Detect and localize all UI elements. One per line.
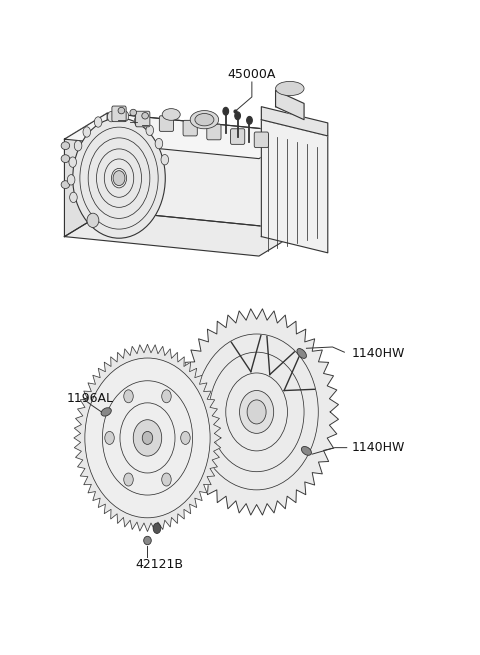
Ellipse shape: [301, 447, 312, 455]
Ellipse shape: [142, 432, 153, 444]
Circle shape: [124, 390, 133, 403]
Circle shape: [155, 138, 163, 149]
Circle shape: [134, 116, 142, 126]
Ellipse shape: [101, 407, 111, 416]
Ellipse shape: [297, 348, 306, 358]
Ellipse shape: [118, 107, 125, 114]
Circle shape: [74, 141, 82, 151]
Circle shape: [121, 111, 129, 121]
Circle shape: [108, 111, 115, 122]
Circle shape: [124, 473, 133, 486]
FancyBboxPatch shape: [159, 116, 174, 132]
Circle shape: [69, 157, 76, 167]
Circle shape: [247, 117, 252, 124]
Ellipse shape: [61, 141, 70, 149]
Ellipse shape: [190, 111, 219, 129]
Circle shape: [162, 390, 171, 403]
Ellipse shape: [133, 420, 162, 456]
Ellipse shape: [247, 400, 266, 424]
Polygon shape: [276, 90, 304, 120]
Ellipse shape: [87, 213, 99, 227]
Circle shape: [95, 117, 102, 127]
Polygon shape: [64, 211, 301, 256]
FancyBboxPatch shape: [230, 129, 245, 144]
FancyBboxPatch shape: [136, 111, 150, 127]
Circle shape: [105, 432, 114, 444]
Polygon shape: [64, 113, 107, 236]
Circle shape: [83, 127, 91, 137]
Polygon shape: [261, 120, 328, 253]
Circle shape: [162, 473, 171, 486]
Polygon shape: [261, 107, 328, 136]
Ellipse shape: [102, 381, 192, 495]
Polygon shape: [175, 309, 338, 515]
Text: 1140HW: 1140HW: [351, 441, 405, 454]
Circle shape: [235, 112, 240, 120]
FancyBboxPatch shape: [112, 106, 126, 122]
Circle shape: [223, 107, 228, 115]
Ellipse shape: [85, 358, 210, 518]
Ellipse shape: [113, 171, 125, 185]
Ellipse shape: [195, 113, 214, 126]
Ellipse shape: [61, 155, 70, 162]
Circle shape: [180, 432, 190, 444]
Text: 42121B: 42121B: [135, 558, 183, 571]
Ellipse shape: [61, 181, 70, 189]
Ellipse shape: [162, 109, 180, 121]
Ellipse shape: [130, 109, 137, 116]
Circle shape: [153, 523, 161, 533]
Text: 1196AL: 1196AL: [67, 392, 114, 405]
Circle shape: [146, 125, 154, 136]
Ellipse shape: [120, 403, 175, 473]
Polygon shape: [64, 113, 301, 159]
FancyBboxPatch shape: [254, 132, 268, 147]
Text: 45000A: 45000A: [228, 67, 276, 81]
FancyBboxPatch shape: [207, 124, 221, 140]
FancyBboxPatch shape: [183, 121, 197, 136]
Ellipse shape: [276, 81, 304, 96]
Polygon shape: [74, 345, 221, 531]
Ellipse shape: [73, 118, 165, 238]
Circle shape: [67, 175, 75, 185]
Ellipse shape: [240, 390, 274, 434]
Ellipse shape: [144, 536, 151, 545]
Circle shape: [161, 155, 168, 165]
Polygon shape: [107, 113, 301, 230]
Circle shape: [70, 192, 77, 202]
Ellipse shape: [142, 113, 148, 119]
Text: 1140HW: 1140HW: [351, 347, 405, 360]
